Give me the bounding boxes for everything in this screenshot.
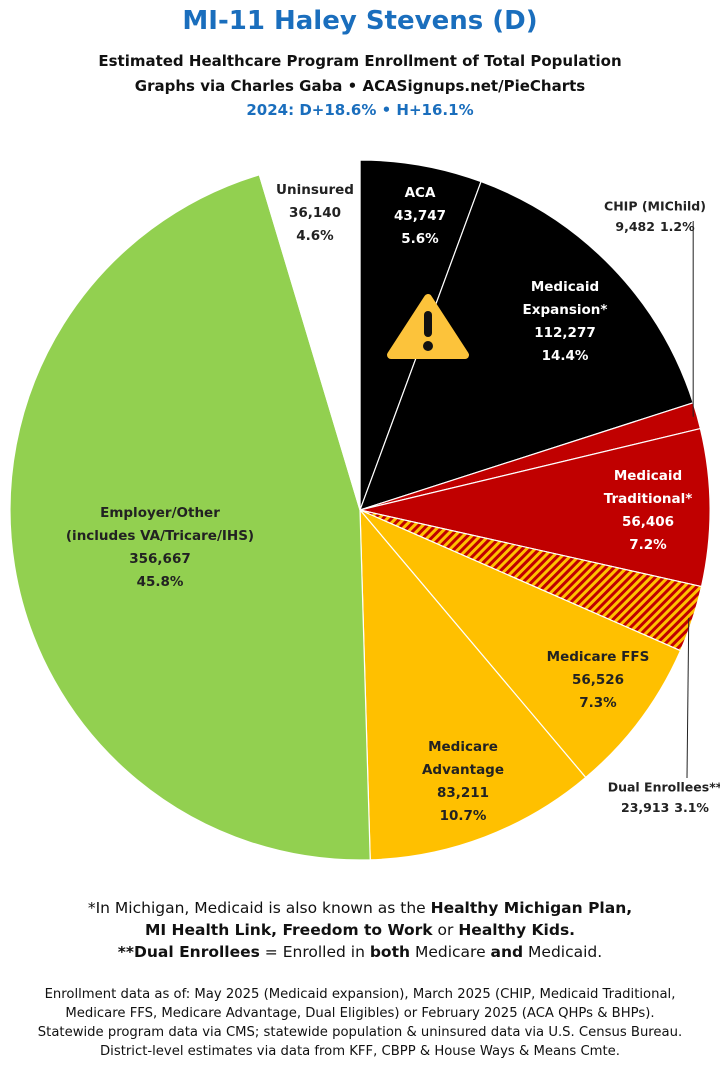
source-line: District-level estimates via data from K… (100, 1044, 620, 1059)
percent-label: 5.6% (401, 231, 439, 247)
value-label: 36,140 (289, 205, 341, 221)
percent-label: 10.7% (440, 808, 487, 824)
leader-line (686, 617, 690, 779)
footnote-text: *In Michigan, Medicaid is also known as … (87, 899, 431, 917)
pie-slice (359, 180, 694, 511)
slice-value: 9,482 1.2% (615, 219, 695, 234)
warning-icon (387, 294, 469, 359)
slice-label: Expansion* (523, 302, 608, 318)
slice-label: ACA (405, 185, 436, 201)
footnote-line: MI Health Link, Freedom to Work or Healt… (0, 919, 720, 941)
slice-label: CHIP (MIChild) (604, 199, 706, 214)
slice-label: Medicaid (531, 279, 599, 295)
footnote-text: Healthy Kids. (458, 921, 576, 939)
pie-slice (359, 508, 587, 861)
slice-value: 23,913 3.1% (621, 800, 709, 815)
pie-slice (9, 174, 371, 861)
footnote-text: Medicaid. (523, 943, 603, 961)
slice-label: Employer/Other (100, 505, 220, 521)
percent-label: 3.1% (674, 800, 709, 815)
footnote-text: Medicare (410, 943, 491, 961)
footnote-text: MI Health Link, Freedom to Work (144, 921, 433, 939)
value-label: 43,747 (394, 208, 446, 224)
slice-label: Medicare (428, 739, 498, 755)
pie-slice (258, 159, 361, 511)
percent-label: 7.2% (629, 537, 667, 553)
partisan-lean: 2024: D+18.6% • H+16.1% (246, 101, 474, 119)
value-label: 356,667 (129, 551, 191, 567)
footnotes: *In Michigan, Medicaid is also known as … (0, 897, 720, 963)
footnote-text: = Enrolled in (259, 943, 370, 961)
subtitle: Graphs via Charles Gaba • ACASignups.net… (134, 77, 586, 95)
slice-label: Uninsured (276, 182, 354, 198)
percent-label: 45.8% (137, 574, 184, 590)
footnote-line: **Dual Enrollees = Enrolled in both Medi… (0, 941, 720, 963)
source-line: Statewide program data via CMS; statewid… (37, 1025, 683, 1040)
value-label: 56,406 (622, 514, 674, 530)
value-label: 23,913 (621, 800, 669, 815)
slice-label: Medicaid (614, 468, 682, 484)
pie-slice (359, 509, 682, 779)
slice-label: (includes VA/Tricare/IHS) (66, 528, 254, 544)
footnote-text: both (369, 943, 411, 961)
source-line: Enrollment data as of: May 2025 (Medicai… (44, 987, 676, 1002)
value-label: 83,211 (437, 785, 489, 801)
footnote-text: Healthy Michigan Plan, (430, 899, 633, 917)
slice-label: Traditional* (604, 491, 693, 507)
footnote-line: *In Michigan, Medicaid is also known as … (0, 897, 720, 919)
slice-label: Medicare FFS (547, 649, 650, 665)
percent-label: 7.3% (579, 695, 617, 711)
value-label: 9,482 (615, 219, 655, 234)
source-notes: Enrollment data as of: May 2025 (Medicai… (0, 985, 720, 1061)
footnote-text: and (490, 943, 524, 961)
value-label: 56,526 (572, 672, 624, 688)
subtitle: Estimated Healthcare Program Enrollment … (98, 52, 622, 70)
percent-label: 4.6% (296, 228, 334, 244)
percent-label: 1.2% (660, 219, 695, 234)
slice-label: Advantage (422, 762, 504, 778)
footnote-text: **Dual Enrollees (117, 943, 260, 961)
value-label: 112,277 (534, 325, 596, 341)
source-line: Medicare FFS, Medicare Advantage, Dual E… (65, 1006, 655, 1021)
chart-title: MI-11 Haley Stevens (D) (182, 6, 538, 36)
footnote-text: or (432, 921, 459, 939)
slice-label: Dual Enrollees** (608, 780, 720, 795)
percent-label: 14.4% (542, 348, 589, 364)
pie-slice (359, 427, 711, 588)
